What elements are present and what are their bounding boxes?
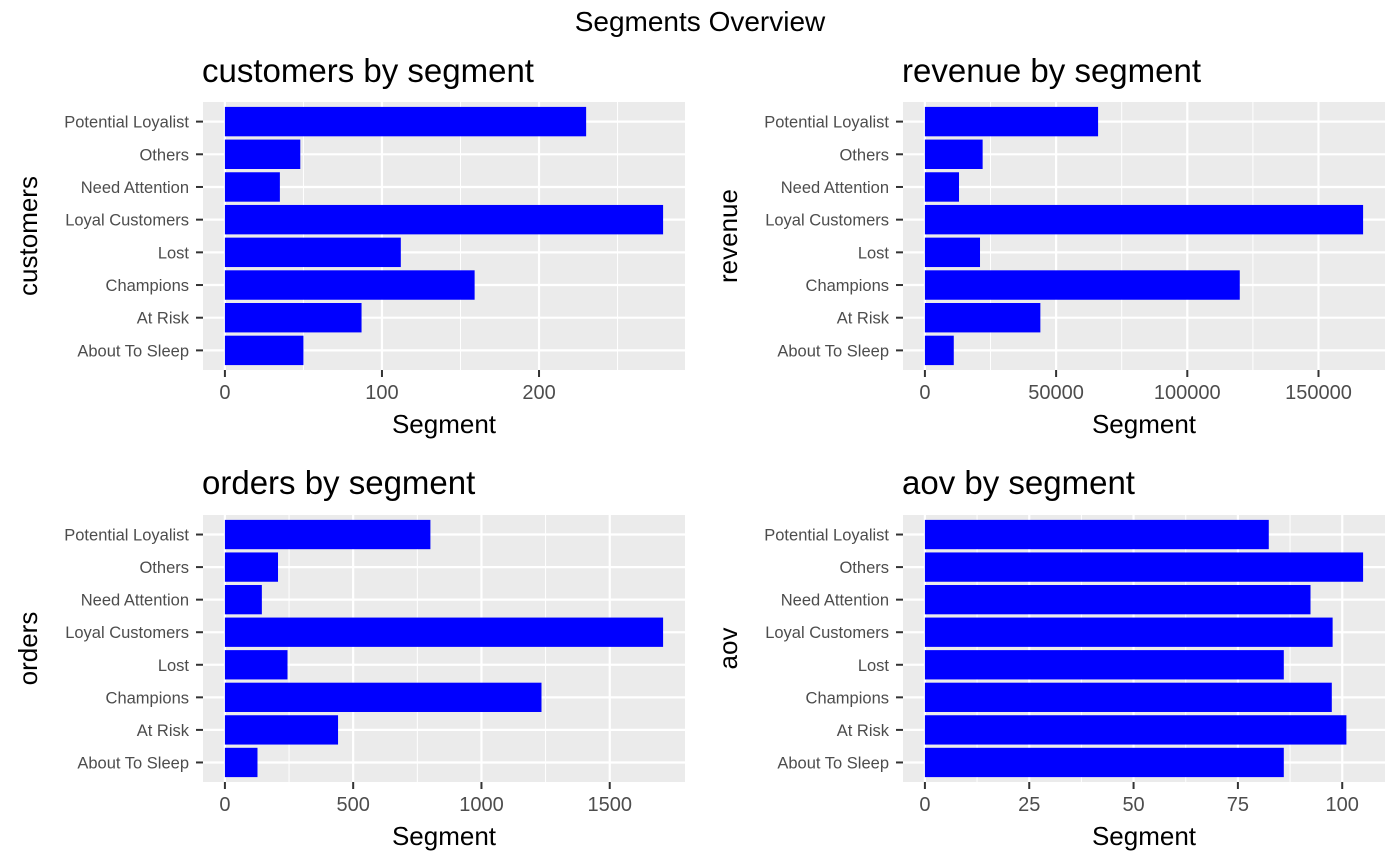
- x-tick-label: 75: [1227, 794, 1249, 816]
- bar-potential-loyalist: [224, 519, 431, 550]
- x-tick-label: 100: [365, 382, 398, 404]
- bar-at-risk: [224, 715, 339, 745]
- bar-potential-loyalist: [924, 519, 1269, 550]
- y-tick-label: Lost: [858, 657, 890, 675]
- y-tick-label: Lost: [858, 244, 890, 262]
- x-axis-title: Segment: [1092, 821, 1197, 851]
- x-axis-title: Segment: [1092, 409, 1197, 439]
- y-tick-label: Champions: [806, 689, 889, 707]
- y-tick-label: Loyal Customers: [765, 212, 889, 230]
- bar-potential-loyalist: [924, 106, 1099, 137]
- panel-orders: About To Sleep At Risk Champions Lost Loyal …: [13, 464, 685, 851]
- bar-potential-loyalist: [224, 106, 587, 137]
- bar-others: [224, 139, 301, 169]
- y-tick-label: About To Sleep: [77, 754, 189, 772]
- bar-about-to-sleep: [924, 335, 954, 366]
- panel-title: orders by segment: [202, 464, 475, 501]
- panel-aov: About To Sleep At Risk Champions Lost Loyal …: [713, 464, 1385, 851]
- x-tick-label: 200: [522, 382, 555, 404]
- bar-about-to-sleep: [924, 747, 1284, 778]
- y-tick-label: At Risk: [837, 722, 890, 740]
- bar-at-risk: [924, 715, 1347, 745]
- y-axis-title: revenue: [713, 189, 743, 283]
- y-tick-label: Need Attention: [781, 179, 889, 197]
- x-tick-label: 50000: [1028, 382, 1084, 404]
- x-tick-label: 0: [219, 794, 230, 816]
- y-tick-label: Potential Loyalist: [764, 527, 889, 545]
- y-tick-label: About To Sleep: [77, 342, 189, 360]
- y-tick-label: Champions: [106, 277, 189, 295]
- bar-lost: [924, 237, 981, 268]
- bar-need-attention: [224, 172, 280, 202]
- bar-others: [924, 552, 1364, 582]
- bar-at-risk: [224, 303, 362, 333]
- panel-revenue: About To Sleep At Risk Champions Lost Loyal …: [713, 52, 1385, 439]
- bar-champions: [924, 270, 1240, 300]
- bar-loyal-customers: [224, 617, 664, 647]
- x-tick-label: 1000: [459, 794, 504, 816]
- panel-customers: About To Sleep At Risk Champions Lost Loyal …: [13, 52, 685, 439]
- bar-champions: [224, 682, 542, 712]
- x-tick-label: 150000: [1285, 382, 1352, 404]
- bar-champions: [924, 682, 1332, 712]
- y-tick-label: Loyal Customers: [765, 624, 889, 642]
- y-tick-label: Loyal Customers: [65, 212, 189, 230]
- x-tick-label: 50: [1122, 794, 1144, 816]
- y-tick-label: Potential Loyalist: [64, 527, 189, 545]
- y-tick-label: At Risk: [137, 310, 190, 328]
- x-tick-label: 25: [1018, 794, 1040, 816]
- bar-others: [924, 139, 983, 169]
- y-tick-label: At Risk: [137, 722, 190, 740]
- bar-need-attention: [924, 585, 1311, 615]
- y-tick-label: Need Attention: [781, 592, 889, 610]
- bar-need-attention: [924, 172, 960, 202]
- y-tick-label: At Risk: [837, 310, 890, 328]
- bar-about-to-sleep: [224, 335, 304, 366]
- x-tick-label: 100: [1326, 794, 1359, 816]
- bar-champions: [224, 270, 475, 300]
- y-tick-label: About To Sleep: [777, 754, 889, 772]
- y-tick-label: Potential Loyalist: [64, 114, 189, 132]
- bar-at-risk: [924, 303, 1041, 333]
- bar-others: [224, 552, 279, 582]
- bar-about-to-sleep: [224, 747, 258, 778]
- y-tick-label: About To Sleep: [777, 342, 889, 360]
- x-tick-label: 0: [219, 382, 230, 404]
- panel-title: revenue by segment: [902, 52, 1201, 89]
- chart-panels: About To Sleep At Risk Champions Lost Loyal …: [13, 52, 1385, 851]
- x-axis-title: Segment: [392, 821, 497, 851]
- bar-loyal-customers: [924, 204, 1364, 235]
- y-tick-label: Need Attention: [81, 179, 189, 197]
- y-tick-label: Others: [839, 146, 889, 164]
- panel-title: customers by segment: [202, 52, 534, 89]
- y-tick-label: Champions: [806, 277, 889, 295]
- x-tick-label: 0: [919, 794, 930, 816]
- bar-lost: [224, 237, 401, 268]
- panel-title: aov by segment: [902, 464, 1135, 501]
- y-axis-title: customers: [13, 176, 43, 296]
- x-axis-title: Segment: [392, 409, 497, 439]
- bar-loyal-customers: [224, 204, 664, 235]
- x-tick-label: 100000: [1154, 382, 1221, 404]
- x-tick-label: 0: [919, 382, 930, 404]
- y-axis-title: orders: [13, 612, 43, 686]
- y-tick-label: Champions: [106, 689, 189, 707]
- figure-title: Segments Overview: [575, 6, 826, 37]
- y-tick-label: Others: [839, 559, 889, 577]
- y-tick-label: Potential Loyalist: [764, 114, 889, 132]
- bar-lost: [224, 650, 288, 680]
- bar-need-attention: [224, 585, 262, 615]
- bar-lost: [924, 650, 1284, 680]
- y-tick-label: Loyal Customers: [65, 624, 189, 642]
- y-tick-label: Need Attention: [81, 592, 189, 610]
- x-tick-label: 500: [336, 794, 369, 816]
- y-tick-label: Lost: [158, 657, 190, 675]
- y-axis-title: aov: [713, 628, 743, 670]
- y-tick-label: Lost: [158, 244, 190, 262]
- x-tick-label: 1500: [587, 794, 632, 816]
- y-tick-label: Others: [139, 559, 189, 577]
- bar-loyal-customers: [924, 617, 1333, 647]
- y-tick-label: Others: [139, 146, 189, 164]
